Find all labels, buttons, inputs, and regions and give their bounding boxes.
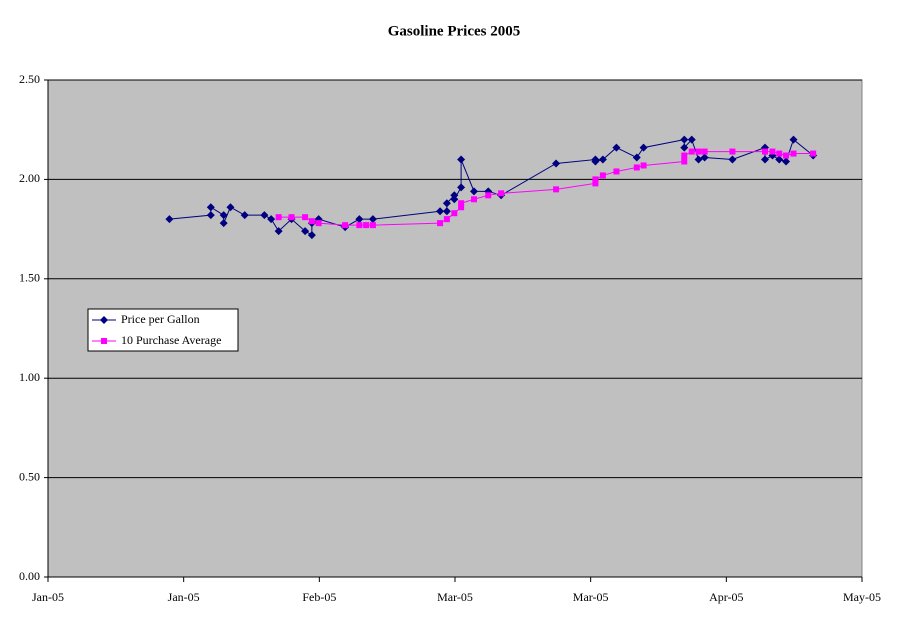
x-tick-label: Apr-05	[709, 590, 743, 604]
diamond-marker	[206, 203, 215, 212]
diamond-marker	[694, 155, 703, 164]
diamond-marker	[700, 153, 709, 162]
square-marker	[288, 214, 295, 221]
square-marker	[363, 222, 370, 229]
diamond-marker	[260, 211, 269, 220]
square-marker	[761, 148, 768, 155]
diamond-marker	[368, 215, 377, 224]
square-marker	[458, 204, 465, 211]
square-marker	[592, 180, 599, 187]
square-marker	[599, 172, 606, 179]
diamond-marker	[436, 207, 445, 216]
diamond-marker	[206, 211, 215, 220]
square-marker	[451, 210, 458, 217]
square-marker	[681, 158, 688, 165]
square-marker	[688, 148, 695, 155]
diamond-marker	[598, 155, 607, 164]
x-tick-label: Jan-05	[32, 590, 64, 604]
square-marker	[485, 192, 492, 199]
y-tick-label: 2.00	[19, 171, 40, 185]
x-tick-label: Mar-05	[437, 590, 473, 604]
diamond-marker	[775, 155, 784, 164]
diamond-marker	[469, 187, 478, 196]
diamond-marker	[457, 155, 466, 164]
diamond-marker	[442, 199, 451, 208]
diamond-marker	[680, 143, 689, 152]
square-marker	[308, 218, 315, 225]
square-marker	[783, 152, 790, 159]
x-tick-label: Mar-05	[573, 590, 609, 604]
square-marker	[592, 176, 599, 183]
x-tick-label: Feb-05	[302, 590, 336, 604]
square-marker	[640, 162, 647, 169]
square-marker	[302, 214, 309, 221]
square-marker	[701, 148, 708, 155]
y-tick-label: 1.00	[19, 370, 40, 384]
diamond-marker	[307, 231, 316, 240]
square-marker	[443, 216, 450, 223]
diamond-marker	[267, 215, 276, 224]
diamond-marker	[301, 227, 310, 236]
diamond-marker	[687, 135, 696, 144]
diamond-marker	[226, 203, 235, 212]
square-marker	[315, 220, 322, 227]
diamond-marker	[632, 153, 641, 162]
diamond-marker	[760, 155, 769, 164]
square-marker	[729, 148, 736, 155]
y-tick-label: 0.50	[19, 469, 40, 483]
diamond-marker	[219, 219, 228, 228]
square-marker	[101, 338, 107, 344]
y-tick-label: 1.50	[19, 271, 40, 285]
diamond-marker	[612, 143, 621, 152]
square-marker	[458, 200, 465, 207]
square-marker	[681, 152, 688, 159]
diamond-marker	[789, 135, 798, 144]
diamond-marker	[240, 211, 249, 220]
square-marker	[790, 150, 797, 157]
square-marker	[275, 214, 282, 221]
square-marker	[695, 148, 702, 155]
diamond-marker	[552, 159, 561, 168]
diamond-marker	[639, 143, 648, 152]
square-marker	[633, 164, 640, 171]
square-marker	[613, 168, 620, 175]
square-marker	[553, 186, 560, 193]
square-marker	[356, 222, 363, 229]
diamond-marker	[274, 227, 283, 236]
legend-box	[87, 308, 239, 352]
square-marker	[498, 190, 505, 197]
diamond-marker	[165, 215, 174, 224]
diamond-marker	[782, 157, 791, 166]
square-marker	[769, 148, 776, 155]
square-marker	[437, 220, 444, 227]
diamond-marker	[591, 157, 600, 166]
diamond-marker	[219, 211, 228, 220]
diamond-marker	[450, 195, 459, 204]
square-marker	[470, 196, 477, 203]
diamond-marker	[457, 183, 466, 192]
diamond-marker	[442, 207, 451, 216]
y-tick-label: 2.50	[19, 72, 40, 86]
diamond-marker	[680, 135, 689, 144]
square-marker	[810, 150, 817, 157]
chart-title: Gasoline Prices 2005	[388, 23, 520, 39]
square-marker	[342, 222, 349, 229]
diamond-marker	[355, 215, 364, 224]
square-marker	[776, 150, 783, 157]
diamond-marker	[728, 155, 737, 164]
x-tick-label: May-05	[843, 590, 881, 604]
square-marker	[369, 222, 376, 229]
diamond-marker	[100, 316, 108, 324]
x-tick-label: Jan-05	[168, 590, 200, 604]
y-tick-label: 0.00	[19, 569, 40, 583]
legend-label: 10 Purchase Average	[121, 333, 221, 347]
legend: Price per Gallon 10 Purchase Average	[87, 308, 239, 352]
legend-label: Price per Gallon	[121, 312, 200, 326]
